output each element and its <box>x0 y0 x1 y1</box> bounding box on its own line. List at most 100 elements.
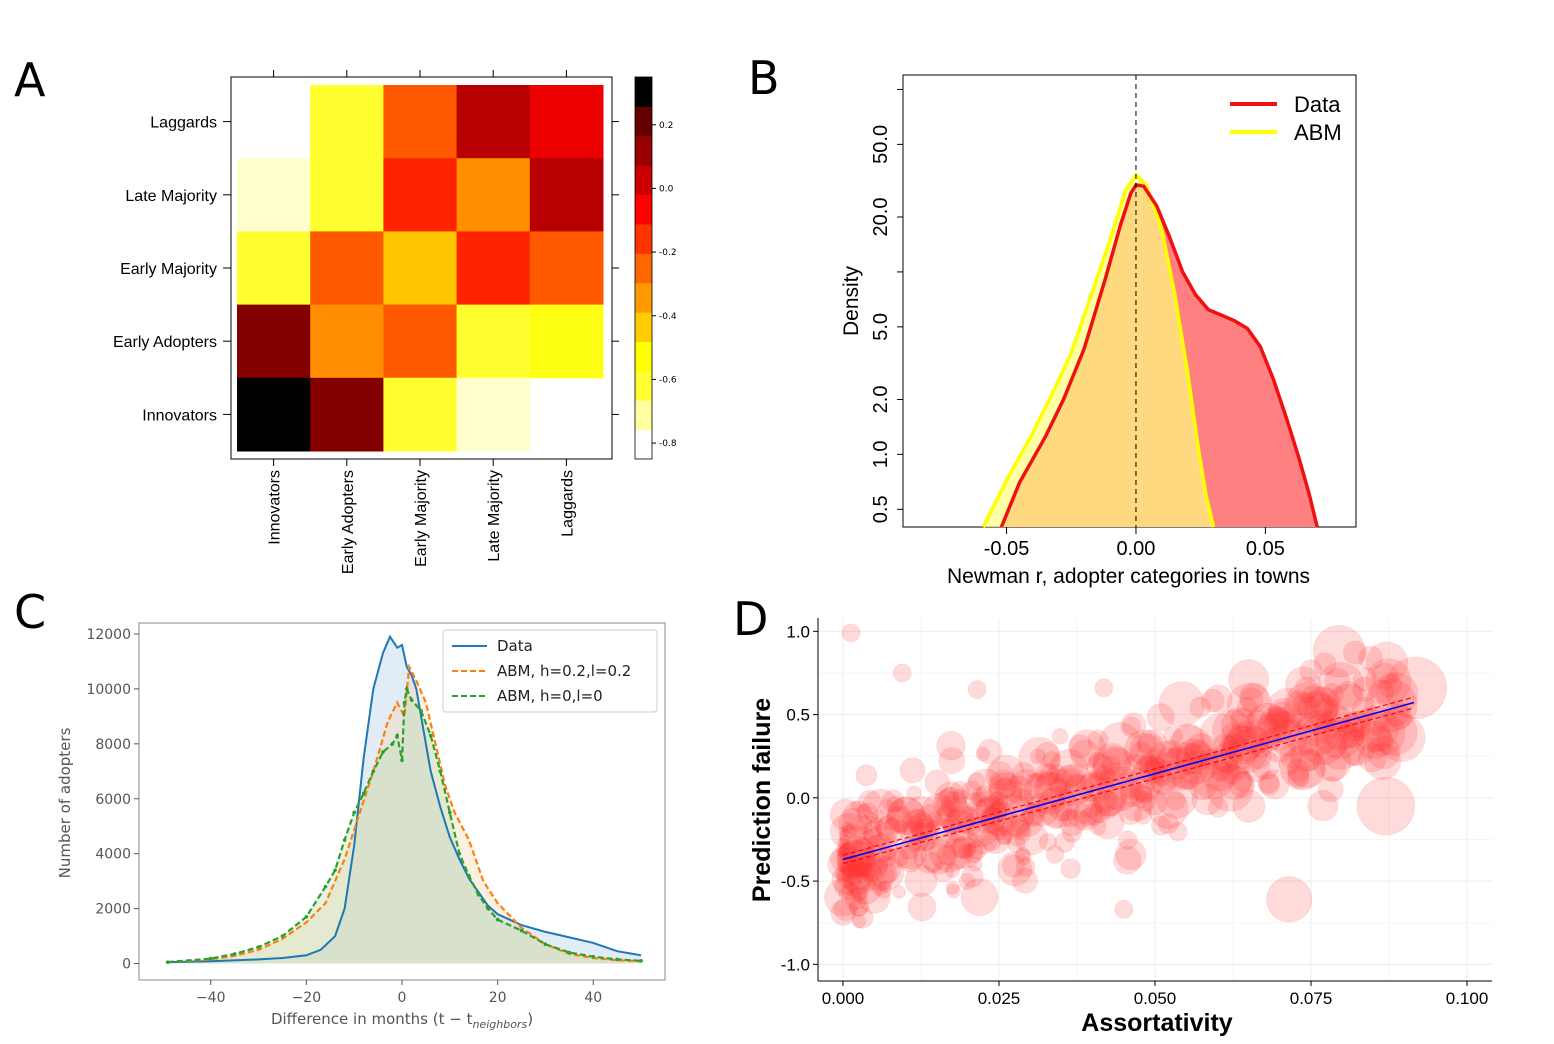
scatter-point <box>831 863 862 895</box>
scatter-point <box>990 791 1006 807</box>
scatter-point <box>1189 696 1211 719</box>
adopters-marker <box>567 950 572 955</box>
scatter-point <box>1268 701 1296 729</box>
heatmap-cell <box>529 158 604 232</box>
scatter-point <box>936 844 958 866</box>
scatter-point <box>1297 714 1348 766</box>
scatter-point <box>1386 703 1413 730</box>
scatter-point <box>848 871 883 905</box>
scatter-point <box>1351 696 1378 723</box>
scatter-point <box>936 730 966 761</box>
scatter-point <box>837 836 850 849</box>
colorbar-segment <box>635 312 652 342</box>
scatter-point <box>1088 776 1128 817</box>
scatter-point <box>838 838 850 850</box>
scatter-y-tick-label: -0.5 <box>781 872 810 891</box>
heatmap-col-label: Laggards <box>559 470 576 537</box>
scatter-point <box>852 914 867 929</box>
scatter-point <box>1091 805 1125 840</box>
scatter-point <box>1129 741 1154 765</box>
scatter-point <box>862 828 875 841</box>
density-y-tick-label: 2.0 <box>870 386 892 414</box>
heatmap-cell <box>310 231 384 306</box>
scatter-point <box>1286 764 1310 788</box>
scatter-point <box>1365 641 1409 685</box>
scatter-point <box>932 861 955 883</box>
adopters-y-tick-label: 12000 <box>86 627 131 643</box>
heatmap-row-label: Innovators <box>142 407 217 424</box>
scatter-point <box>836 866 858 888</box>
heatmap-cell <box>383 231 458 306</box>
scatter-point <box>872 809 885 823</box>
scatter-point <box>929 831 971 873</box>
scatter-point <box>1226 683 1273 729</box>
colorbar-segment <box>635 223 652 254</box>
scatter-point <box>1094 678 1114 698</box>
scatter-point <box>897 846 924 873</box>
scatter-point <box>1220 706 1259 745</box>
scatter-point <box>1090 762 1108 781</box>
scatter-point <box>1113 846 1142 875</box>
scatter-point <box>979 807 1006 834</box>
scatter-point <box>866 873 879 886</box>
scatter-point <box>1088 751 1107 770</box>
scatter-point <box>838 826 850 838</box>
adopters-marker <box>361 791 366 796</box>
scatter-point <box>842 800 874 832</box>
scatter-point <box>1259 769 1290 800</box>
scatter-point <box>841 863 865 886</box>
scatter-point <box>1183 743 1206 766</box>
scatter-point <box>854 865 867 878</box>
adopters-y-tick-label: 0 <box>122 957 131 973</box>
scatter-point <box>934 805 959 830</box>
scatter-point <box>991 825 1007 841</box>
scatter-point <box>932 789 961 818</box>
colorbar-tick-label: -0.8 <box>659 439 677 449</box>
scatter-point <box>883 817 902 836</box>
scatter-point <box>965 768 1005 808</box>
scatter-point <box>982 832 1001 852</box>
scatter-point <box>1279 744 1304 768</box>
scatter-point <box>1100 762 1126 788</box>
scatter-point <box>878 798 896 816</box>
adopters-marker <box>639 958 643 963</box>
scatter-point <box>988 769 1019 800</box>
scatter-point <box>1313 652 1337 676</box>
scatter-point <box>976 798 995 818</box>
scatter-point <box>1137 733 1158 754</box>
scatter-point <box>833 897 858 922</box>
scatter-point <box>956 808 984 836</box>
scatter-point <box>1117 830 1138 851</box>
scatter-point <box>934 781 967 814</box>
adopters-marker <box>280 934 285 938</box>
scatter-point <box>1287 749 1327 789</box>
scatter-point <box>866 855 879 868</box>
scatter-point <box>870 861 883 874</box>
scatter-point <box>875 862 898 885</box>
scatter-point <box>1077 792 1103 819</box>
scatter-point <box>841 863 857 879</box>
scatter-point <box>1150 769 1177 796</box>
scatter-point <box>1124 766 1162 804</box>
scatter-point <box>1132 757 1165 790</box>
scatter-point <box>1215 763 1252 800</box>
density-y-tick-label: 5.0 <box>870 313 892 341</box>
scatter-point <box>1356 776 1416 836</box>
scatter-point <box>1358 645 1384 671</box>
scatter-point <box>838 885 855 901</box>
scatter-point <box>887 796 926 835</box>
scatter-point <box>967 680 987 700</box>
scatter-point <box>1135 790 1157 812</box>
scatter-point <box>849 898 869 917</box>
scatter-point <box>1286 758 1310 783</box>
heatmap-row-label: Early Majority <box>120 261 217 278</box>
panel-d-scatter: 0.000 0.025 0.050 0.075 0.100 -1.0 -0.5 0.0 0.5 1… <box>748 618 1492 1037</box>
adopters-x-tick-label: 40 <box>584 990 602 1006</box>
adopters-marker <box>404 687 409 691</box>
scatter-point <box>1287 766 1310 790</box>
scatter-point <box>1247 709 1269 731</box>
colorbar-segment <box>635 165 652 196</box>
scatter-point <box>1298 748 1322 772</box>
heatmap-cell <box>456 85 531 159</box>
scatter-point <box>1258 773 1281 796</box>
